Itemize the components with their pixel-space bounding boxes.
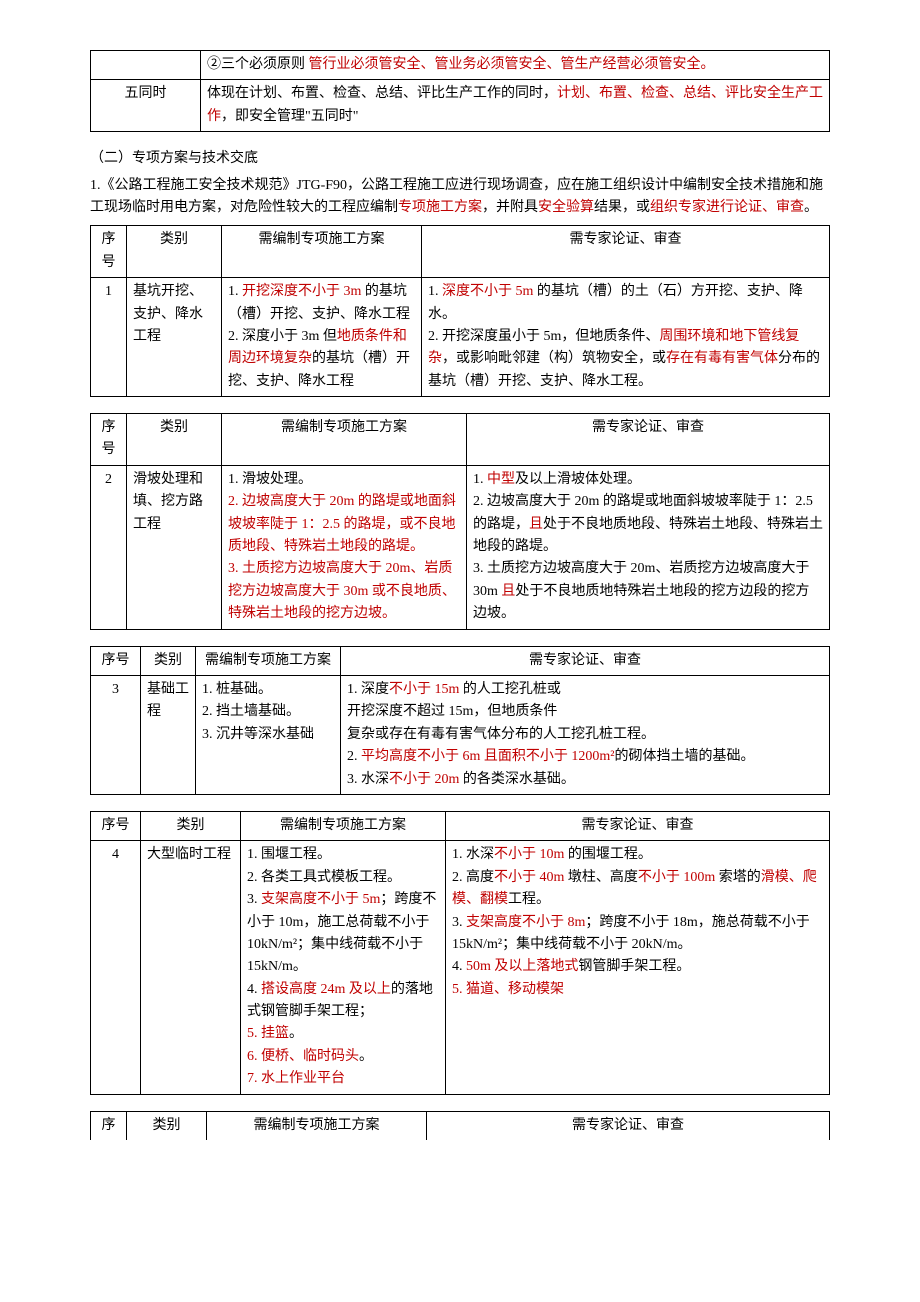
t2-review: 1. 中型及以上滑坡体处理。 2. 边坡高度大于 20m 的路堤或地面斜坡坡率陡…	[467, 465, 830, 629]
t4-plan: 1. 围堰工程。 2. 各类工具式模板工程。 3. 支架高度不小于 5m；跨度不…	[241, 841, 446, 1094]
t1-review: 1. 深度不小于 5m 的基坑（槽）的土（石）方开挖、支护、降水。 2. 开挖深…	[422, 278, 830, 397]
table-5: 序 类别 需编制专项施工方案 需专家论证、审查	[90, 1111, 830, 1140]
h-plan: 需编制专项施工方案	[222, 226, 422, 278]
h-cat: 类别	[141, 811, 241, 840]
t4-cat: 大型临时工程	[141, 841, 241, 1094]
h-review: 需专家论证、审查	[422, 226, 830, 278]
t1-cat: 基坑开挖、支护、降水工程	[127, 278, 222, 397]
h-seq: 序	[91, 1111, 127, 1140]
table-3: 序号 类别 需编制专项施工方案 需专家论证、审查 3 基础工程 1. 桩基础。 …	[90, 646, 830, 795]
table-2: 序号 类别 需编制专项施工方案 需专家论证、审查 2 滑坡处理和填、挖方路工程 …	[90, 413, 830, 630]
h-seq: 序号	[91, 646, 141, 675]
cell-wutongshi-content: 体现在计划、布置、检查、总结、评比生产工作的同时，计划、布置、检查、总结、评比安…	[201, 80, 830, 132]
t1-plan: 1. 开挖深度不小于 3m 的基坑（槽）开挖、支护、降水工程 2. 深度小于 3…	[222, 278, 422, 397]
t1-seq: 1	[91, 278, 127, 397]
t3-review: 1. 深度不小于 15m 的人工挖孔桩或 开挖深度不超过 15m，但地质条件 复…	[341, 675, 830, 794]
cell-wutongshi-label: 五同时	[91, 80, 201, 132]
cell-principle: ②三个必须原则 管行业必须管安全、管业务必须管安全、管生产经营必须管安全。	[201, 51, 830, 80]
t4-review: 1. 水深不小于 10m 的围堰工程。 2. 高度不小于 40m 墩柱、高度不小…	[446, 841, 830, 1094]
section-2-p1: 1.《公路工程施工安全技术规范》JTG-F90，公路工程施工应进行现场调查，应在…	[90, 175, 830, 220]
t2-plan: 1. 滑坡处理。 2. 边坡高度大于 20m 的路堤或地面斜坡坡率陡于 1：2.…	[222, 465, 467, 629]
h-review: 需专家论证、审查	[341, 646, 830, 675]
t4-seq: 4	[91, 841, 141, 1094]
h-cat: 类别	[127, 414, 222, 466]
h-cat: 类别	[141, 646, 196, 675]
h-cat: 类别	[127, 1111, 207, 1140]
t2-cat: 滑坡处理和填、挖方路工程	[127, 465, 222, 629]
h-seq: 序号	[91, 811, 141, 840]
top-table: ②三个必须原则 管行业必须管安全、管业务必须管安全、管生产经营必须管安全。 五同…	[90, 50, 830, 132]
table-4: 序号 类别 需编制专项施工方案 需专家论证、审查 4 大型临时工程 1. 围堰工…	[90, 811, 830, 1095]
h-plan: 需编制专项施工方案	[222, 414, 467, 466]
h-review: 需专家论证、审查	[467, 414, 830, 466]
table-1: 序号 类别 需编制专项施工方案 需专家论证、审查 1 基坑开挖、支护、降水工程 …	[90, 225, 830, 397]
t3-cat: 基础工程	[141, 675, 196, 794]
cell-empty	[91, 51, 201, 80]
t3-seq: 3	[91, 675, 141, 794]
h-seq: 序号	[91, 226, 127, 278]
h-cat: 类别	[127, 226, 222, 278]
h-plan: 需编制专项施工方案	[207, 1111, 427, 1140]
h-seq: 序号	[91, 414, 127, 466]
h-review: 需专家论证、审查	[446, 811, 830, 840]
h-review: 需专家论证、审查	[427, 1111, 830, 1140]
section-2-title: （二）专项方案与技术交底	[90, 148, 830, 170]
t3-plan: 1. 桩基础。 2. 挡土墙基础。 3. 沉井等深水基础	[196, 675, 341, 794]
t2-seq: 2	[91, 465, 127, 629]
h-plan: 需编制专项施工方案	[196, 646, 341, 675]
h-plan: 需编制专项施工方案	[241, 811, 446, 840]
